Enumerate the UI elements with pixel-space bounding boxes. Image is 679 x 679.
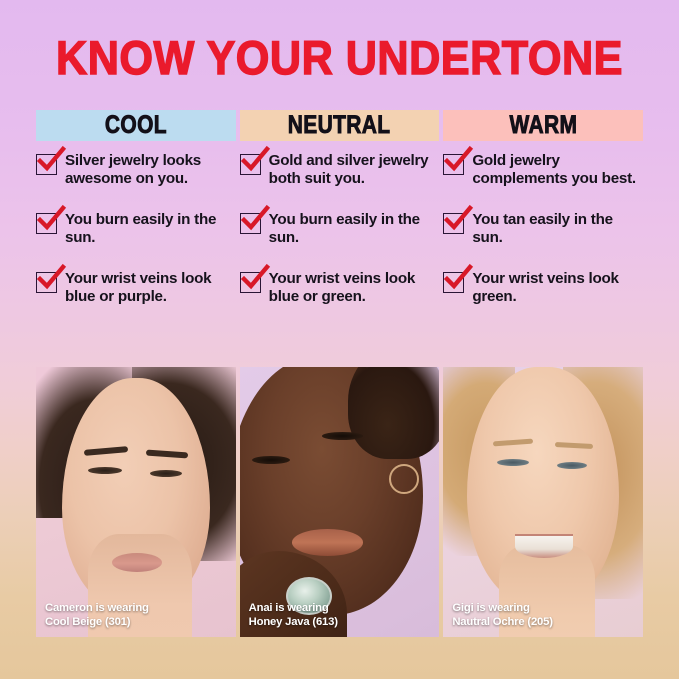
- checklist-item-label: You burn easily in the sun.: [65, 210, 217, 247]
- checkmark-icon: [240, 263, 270, 289]
- photo-caption-line2: Honey Java (613): [248, 615, 338, 628]
- photo-caption: Cameron is wearing Cool Beige (301): [45, 602, 149, 629]
- checklist-columns: Silver jewelry looks awesome on you. You…: [36, 145, 643, 352]
- column-header-cool: COOL: [36, 110, 236, 141]
- checklist-item[interactable]: Gold jewelry complements you best.: [443, 145, 643, 189]
- model-portrait-image: [36, 367, 236, 637]
- checklist-item-label: Gold jewelry complements you best.: [472, 152, 636, 188]
- checklist-item-label: Your wrist veins look green.: [472, 269, 619, 306]
- checklist-item[interactable]: You burn easily in the sun.: [36, 204, 236, 248]
- photo-caption-line1: Gigi is wearing: [452, 602, 530, 615]
- checklist-item-label: Your wrist veins look blue or green.: [268, 269, 416, 306]
- column-header-warm-label: WARM: [509, 111, 578, 140]
- checklist-item-label: You tan easily in the sun.: [472, 210, 613, 247]
- checkmark-icon: [36, 145, 67, 172]
- checklist-item[interactable]: Gold and silver jewelry both suit you.: [239, 145, 440, 189]
- column-header-neutral: NEUTRAL: [239, 110, 440, 141]
- checklist-item[interactable]: Silver jewelry looks awesome on you.: [36, 145, 236, 189]
- photo-caption-line1: Anai is wearing: [248, 602, 329, 615]
- checklist-item[interactable]: You tan easily in the sun.: [443, 204, 643, 248]
- photo-caption: Anai is wearing Honey Java (613): [249, 602, 338, 629]
- checklist-item[interactable]: Your wrist veins look green.: [443, 263, 643, 307]
- model-photo-cool: Cameron is wearing Cool Beige (301): [36, 367, 236, 637]
- checklist-item-label: You burn easily in the sun.: [268, 210, 420, 247]
- checklist-item-label: Silver jewelry looks awesome on you.: [65, 152, 201, 188]
- model-photo-warm: Gigi is wearing Nautral Ochre (205): [443, 367, 644, 637]
- checkbox-checked-icon[interactable]: [36, 145, 67, 175]
- column-header-warm: WARM: [443, 110, 644, 141]
- column-header-bars: COOL NEUTRAL WARM: [36, 110, 644, 141]
- checklist-item[interactable]: Your wrist veins look blue or green.: [239, 263, 440, 307]
- checklist-column-cool: Silver jewelry looks awesome on you. You…: [36, 145, 236, 352]
- checklist-column-warm: Gold jewelry complements you best. You t…: [443, 145, 643, 352]
- checklist-item[interactable]: You burn easily in the sun.: [239, 204, 440, 248]
- model-photo-neutral: Anai is wearing Honey Java (613): [239, 367, 440, 637]
- checkmark-icon: [444, 204, 474, 231]
- model-portrait-image: [239, 367, 440, 637]
- checkbox-checked-icon[interactable]: [239, 145, 270, 175]
- model-portrait-image: [443, 367, 644, 637]
- checkmark-icon: [444, 145, 474, 172]
- checkbox-checked-icon[interactable]: [36, 263, 67, 293]
- photo-caption-line1: Cameron is wearing: [45, 602, 149, 615]
- checklist-column-neutral: Gold and silver jewelry both suit you. Y…: [239, 145, 440, 352]
- column-header-cool-label: COOL: [104, 111, 167, 140]
- checklist-item-label: Gold and silver jewelry both suit you.: [268, 152, 429, 188]
- checkmark-icon: [444, 263, 474, 289]
- page-title: KNOW YOUR UNDERTONE: [55, 31, 623, 84]
- column-header-neutral-label: NEUTRAL: [288, 111, 391, 140]
- checkmark-icon: [240, 145, 270, 172]
- checkbox-checked-icon[interactable]: [443, 204, 474, 234]
- photo-caption: Gigi is wearing Nautral Ochre (205): [452, 602, 553, 629]
- checkbox-checked-icon[interactable]: [239, 204, 270, 234]
- checklist-item[interactable]: Your wrist veins look blue or purple.: [36, 263, 236, 307]
- checkbox-checked-icon[interactable]: [239, 263, 270, 293]
- model-photo-row: Cameron is wearing Cool Beige (301) Anai…: [36, 367, 644, 637]
- checkbox-checked-icon[interactable]: [443, 145, 474, 175]
- checkmark-icon: [240, 204, 270, 231]
- hoop-earring-icon: [389, 464, 420, 495]
- checkmark-icon: [36, 204, 67, 231]
- gemstone-ring-icon: [285, 577, 332, 616]
- checkbox-checked-icon[interactable]: [443, 263, 474, 293]
- photo-caption-line2: Cool Beige (301): [45, 615, 131, 628]
- photo-caption-line2: Nautral Ochre (205): [452, 615, 553, 628]
- checkbox-checked-icon[interactable]: [36, 204, 67, 234]
- checklist-item-label: Your wrist veins look blue or purple.: [65, 269, 212, 306]
- checkmark-icon: [36, 263, 67, 289]
